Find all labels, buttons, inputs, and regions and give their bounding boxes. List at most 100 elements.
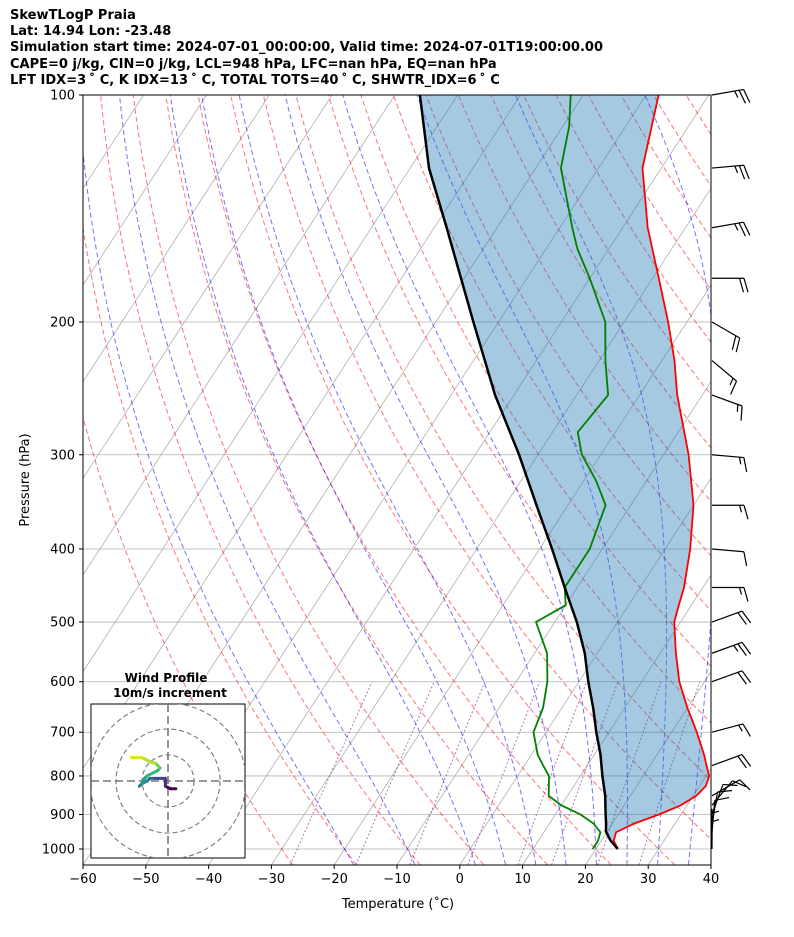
isotherm [83,95,458,673]
wind-barb-flag [741,670,752,683]
wind-barb-flag [731,335,737,351]
mixing-ratio-line [517,681,587,865]
dry-adiabat [425,95,711,557]
temperature-line [612,95,711,850]
dry-adiabat [165,95,548,865]
y-tick-label: 600 [50,675,75,690]
parcel-line [418,95,619,850]
isotherm [459,477,711,865]
wind-barb-flag [742,723,751,737]
time-line: Simulation start time: 2024-07-01_00:00:… [10,40,603,56]
dry-adiabat [83,224,357,865]
moist-adiabat [238,95,537,865]
y-tick-label: 700 [50,726,75,741]
profiles [418,95,711,850]
y-axis-label: Pressure (hPa) [18,433,33,526]
wind-barb-flag [741,641,752,655]
y-tick-label: 1000 [42,843,75,858]
wind-barb-flag [739,779,751,791]
wind-barb [712,504,749,520]
moist-adiabat [169,95,476,865]
moist-adiabat [416,95,628,865]
wind-barb-flag [737,671,747,685]
wind-barb-flag [743,278,749,293]
wind-barb [711,88,751,104]
wind-barb [711,789,733,824]
dry-adiabat [719,95,794,865]
wind-barb-half-flag [738,457,742,465]
dry-adiabat [197,95,612,865]
wind-barb-flag [717,789,733,793]
wind-barb-half-flag [734,223,739,231]
wind-barb-flag [740,405,743,421]
wind-barb-half-flag [734,90,739,98]
wind-barb [712,586,749,602]
background-lines [0,95,794,865]
y-tick-label: 800 [50,769,75,784]
chart-header: SkewTLogP Praia Lat: 14.94 Lon: -23.48 S… [10,8,603,89]
hodograph-title: Wind Profile [125,671,208,685]
isotherm [585,670,711,865]
y-tick-label: 900 [50,808,75,823]
x-tick-label: 40 [703,872,720,887]
wind-barb-flag [714,796,730,801]
mixing-ratio-line [597,681,662,865]
wind-barb-flag [741,610,752,624]
wind-barb-flag [722,783,738,787]
location-line: Lat: 14.94 Lon: -23.48 [10,24,172,40]
wind-barb-flag [743,505,749,520]
dry-adiabat [392,95,711,612]
wind-barb-staff [711,610,743,623]
wind-barb-flag [737,643,747,656]
isotherm [710,864,711,865]
dry-adiabat [83,415,294,865]
wind-barb-staff [711,548,744,553]
dry-adiabat [100,95,421,865]
wind-barb-flag [735,337,741,353]
dewpoint-line [532,95,610,850]
wind-barb [711,723,751,737]
wind-barb-half-flag [736,404,739,412]
x-axis-label: Temperature (˚C) [341,896,454,912]
dry-adiabat [230,95,676,865]
cin-cape-area [419,95,710,849]
y-tick-label: 400 [50,542,75,557]
chart-title: SkewTLogP Praia [10,8,136,23]
wind-barbs [711,88,752,850]
y-tick-label: 200 [50,315,75,330]
x-tick-label: 30 [640,872,657,887]
wind-barb [711,610,752,625]
wind-barb-flag [743,165,750,180]
wind-barb-half-flag [738,505,743,513]
mixing-ratio-line [551,681,619,865]
indices-line-2: LFT IDX=3 ˚ C, K IDX=13 ˚ C, TOTAL TOTS=… [10,72,500,88]
y-tick-label: 300 [50,448,75,463]
x-tick-label: −30 [258,872,285,887]
isotherm [0,95,18,865]
wind-barb-flag [738,278,745,293]
wind-barb [711,817,720,850]
dry-adiabat [262,95,711,840]
wind-barb-flag [743,551,748,567]
wind-barb-flag [742,89,751,103]
wind-barb-half-flag [729,377,734,386]
mixing-ratio-line [355,681,435,865]
wind-barb-staff [711,221,744,229]
wind-barb-staff [711,360,737,382]
isotherm [83,95,333,480]
wind-barb-staff [711,164,744,169]
wind-barb-half-flag [733,645,739,652]
wind-barb-flag [730,380,738,395]
isotherm [522,574,711,865]
wind-barb-staff [711,88,744,96]
wind-barb-half-flag [711,810,720,814]
moist-adiabat [119,95,416,865]
dry-adiabat [132,95,485,865]
x-tick-label: −50 [132,872,159,887]
x-tick-label: −10 [383,872,410,887]
dry-adiabat [751,95,794,865]
wind-barb [711,164,750,180]
wind-barb-half-flag [738,587,743,595]
x-tick-label: 20 [577,872,594,887]
wind-barb [711,360,738,395]
